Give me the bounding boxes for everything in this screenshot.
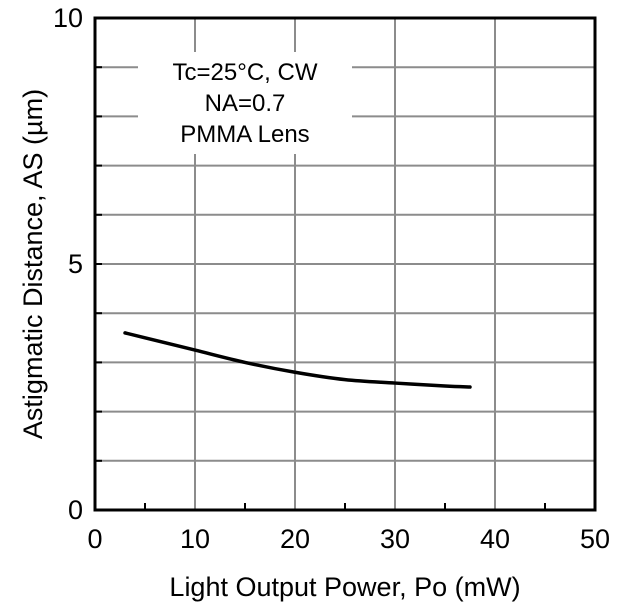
x-axis-label: Light Output Power, Po (mW) xyxy=(169,572,520,602)
x-tick-label: 50 xyxy=(580,524,610,554)
x-tick-labels: 0 10 20 30 40 50 xyxy=(87,524,610,554)
y-tick-label: 0 xyxy=(68,495,83,525)
annotation-line-3: PMMA Lens xyxy=(180,121,309,148)
x-tick-label: 0 xyxy=(87,524,102,554)
x-tick-label: 40 xyxy=(480,524,510,554)
axis-ticks xyxy=(95,66,546,510)
x-tick-label: 30 xyxy=(380,524,410,554)
annotation-line-2: NA=0.7 xyxy=(205,90,286,117)
x-tick-label: 20 xyxy=(280,524,310,554)
series-line xyxy=(123,331,472,389)
annotation-box: Tc=25°C, CW NA=0.7 PMMA Lens xyxy=(138,52,352,154)
y-tick-label: 10 xyxy=(53,3,83,33)
annotation-line-1: Tc=25°C, CW xyxy=(173,59,318,86)
y-axis-label: Astigmatic Distance, AS (µm) xyxy=(18,89,48,439)
y-tick-labels: 0 5 10 xyxy=(53,3,83,525)
series xyxy=(123,331,472,389)
x-tick-label: 10 xyxy=(180,524,210,554)
y-tick-label: 5 xyxy=(68,249,83,279)
